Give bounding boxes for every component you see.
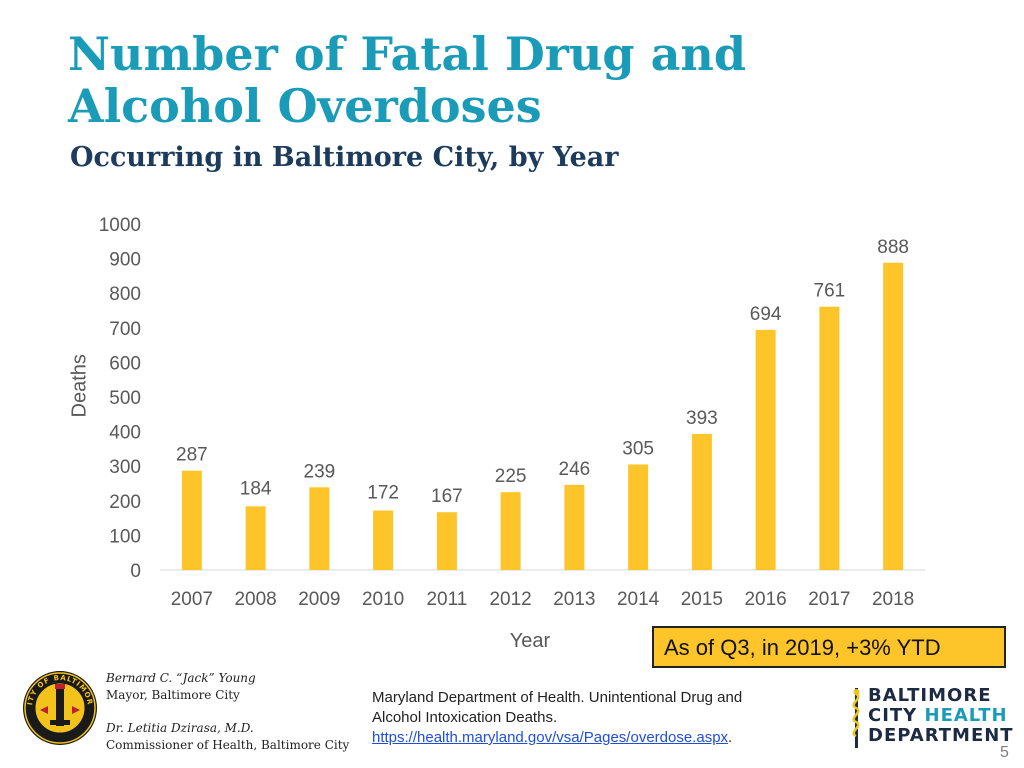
y-tick-label: 300 [109, 457, 141, 478]
commissioner-name: Dr. Letitia Dzirasa, M.D. [106, 721, 254, 735]
bar-data-labels: 287 184 239 172 167 225 246 305 393 694 761 888 [176, 237, 909, 507]
bar-2016 [755, 329, 776, 570]
y-tick-label: 900 [109, 250, 141, 271]
x-tick-label: 2010 [362, 589, 404, 610]
bar-value-label: 888 [877, 237, 909, 258]
y-axis-ticks: 0 100 200 300 400 500 600 700 800 900 1000 [99, 215, 141, 582]
y-tick-label: 600 [109, 353, 141, 374]
health-department-logo: BALTIMORE CITY HEALTH DEPARTMENT [844, 686, 1014, 748]
bar-value-label: 393 [686, 408, 718, 429]
source-tail: . [728, 729, 733, 746]
bar-value-label: 239 [304, 461, 336, 482]
x-axis-title: Year [509, 630, 551, 652]
logo-line-2b: HEALTH [924, 705, 1008, 726]
logo-line-2a: CITY [868, 705, 925, 726]
bar-2008 [245, 506, 266, 570]
x-tick-label: 2015 [681, 589, 723, 610]
x-tick-label: 2017 [808, 589, 850, 610]
x-tick-label: 2016 [744, 589, 786, 610]
bar-2014 [628, 464, 649, 570]
ytd-note-box: As of Q3, in 2019, +3% YTD [652, 626, 1006, 668]
x-tick-label: 2011 [426, 589, 467, 610]
bar-2018 [883, 262, 904, 570]
mayor-title: Mayor, Baltimore City [106, 688, 240, 702]
page-number: 5 [1000, 744, 1009, 761]
bar-value-label: 761 [814, 281, 846, 302]
source-line-2: Alcohol Intoxication Deaths. [372, 709, 558, 726]
bar-2009 [309, 487, 330, 570]
x-tick-label: 2013 [553, 589, 595, 610]
bar-2011 [436, 512, 457, 570]
bar-2007 [181, 470, 202, 570]
bar-value-label: 694 [750, 304, 782, 325]
x-tick-label: 2012 [489, 589, 531, 610]
bar-2013 [564, 484, 585, 570]
bar-2012 [500, 492, 521, 570]
bar-2017 [819, 306, 840, 570]
source-citation: Maryland Department of Health. Unintenti… [372, 688, 822, 748]
bar-series [181, 262, 904, 570]
bar-2010 [373, 510, 394, 570]
logo-line-3: DEPARTMENT [868, 725, 1014, 746]
bar-value-label: 172 [367, 482, 399, 503]
caduceus-icon [852, 688, 860, 748]
bar-value-label: 167 [431, 486, 463, 507]
bar-value-label: 225 [495, 466, 527, 487]
y-tick-label: 500 [109, 388, 141, 409]
city-seal-icon: CITY OF BALTIMORE [22, 670, 97, 745]
y-tick-label: 0 [130, 561, 141, 582]
x-tick-label: 2014 [617, 589, 660, 610]
x-axis-ticks: 2007 2008 2009 2010 2011 2012 2013 2014 2015 2016… [171, 589, 915, 610]
x-tick-label: 2018 [872, 589, 914, 610]
officials-block: Bernard C. “Jack” Young Mayor, Baltimore… [106, 670, 366, 754]
y-tick-label: 700 [109, 319, 141, 340]
logo-line-1: BALTIMORE [868, 685, 992, 706]
y-tick-label: 100 [109, 526, 141, 547]
x-tick-label: 2009 [298, 589, 340, 610]
bar-value-label: 246 [559, 459, 591, 480]
bar-value-label: 305 [622, 438, 654, 459]
y-tick-label: 400 [109, 423, 141, 444]
y-tick-label: 800 [109, 284, 141, 305]
source-link[interactable]: https://health.maryland.gov/vsa/Pages/ov… [372, 729, 729, 746]
y-tick-label: 200 [109, 492, 141, 513]
bar-value-label: 184 [240, 478, 272, 499]
y-axis-title: Deaths [68, 354, 91, 418]
bar-2015 [691, 434, 712, 570]
slide-subtitle: Occurring in Baltimore City, by Year [70, 142, 619, 173]
y-tick-label: 1000 [99, 215, 141, 236]
bar-value-label: 287 [176, 445, 208, 466]
slide-title: Number of Fatal Drug and Alcohol Overdos… [68, 27, 746, 133]
mayor-name: Bernard C. “Jack” Young [106, 671, 256, 685]
x-tick-label: 2008 [234, 589, 276, 610]
source-line-1: Maryland Department of Health. Unintenti… [372, 689, 743, 706]
commissioner-title: Commissioner of Health, Baltimore City [106, 738, 350, 752]
x-tick-label: 2007 [171, 589, 213, 610]
